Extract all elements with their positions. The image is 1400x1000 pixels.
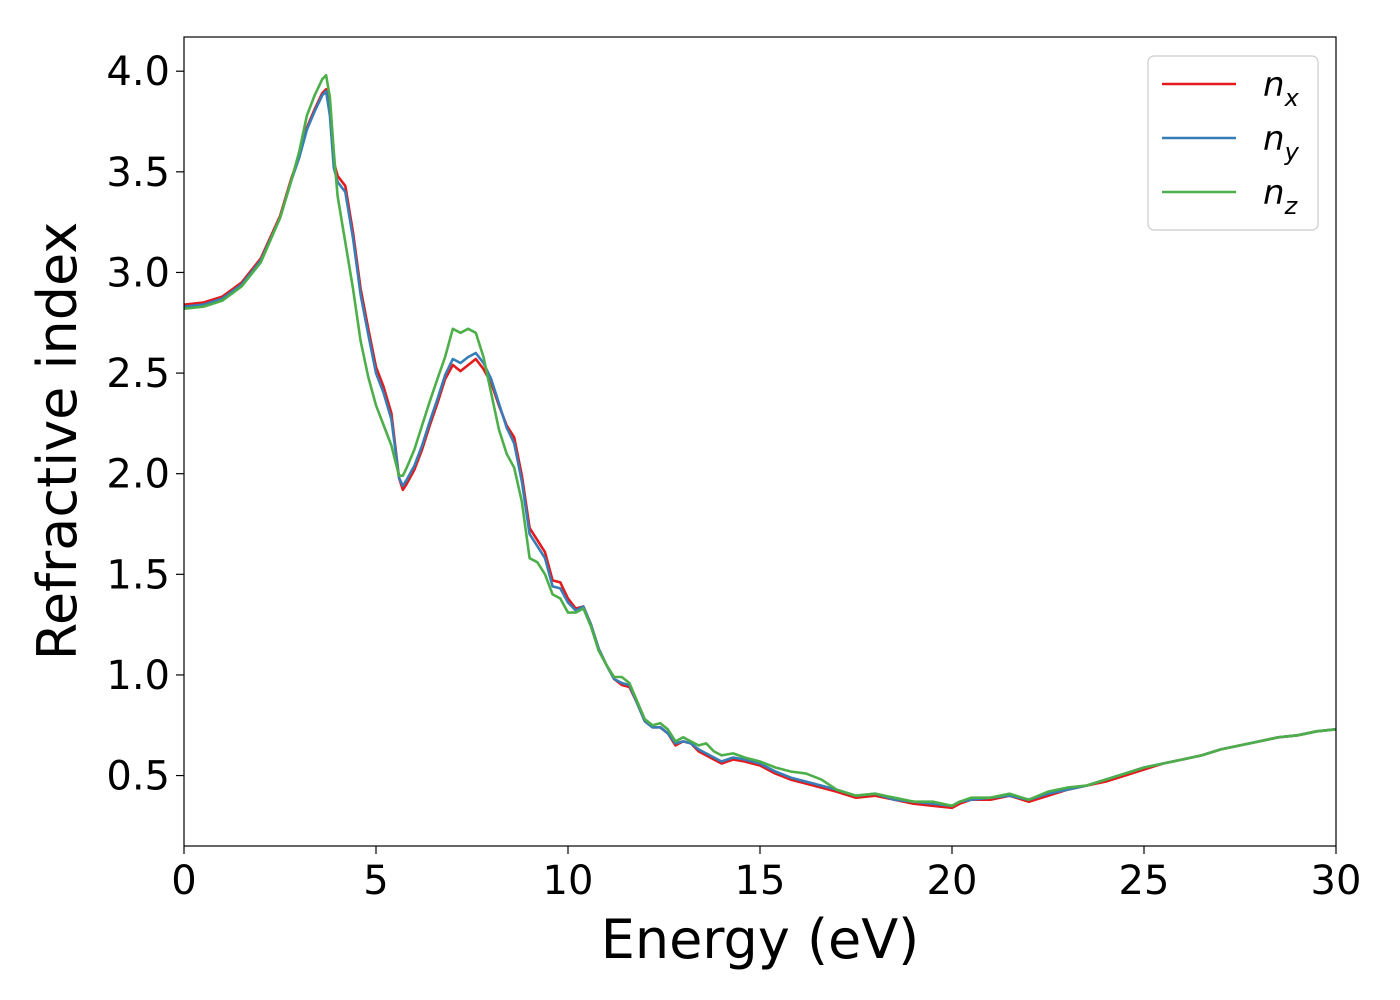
x-axis-title: Energy (eV) (601, 908, 920, 971)
y-tick-label: 1.0 (106, 653, 170, 699)
y-axis-ticks: 0.5 1.0 1.5 2.0 2.5 3.0 3.5 4.0 (106, 49, 184, 800)
legend-label-y: ny (1263, 119, 1300, 166)
x-axis-ticks: 0 5 10 15 20 25 30 (171, 846, 1361, 904)
series-line-z (184, 73, 1336, 808)
series-layer (184, 73, 1336, 810)
y-tick-label: 3.5 (106, 150, 170, 196)
x-tick-label: 20 (927, 858, 978, 904)
y-axis-title: Refractive index (26, 222, 89, 661)
x-tick-label: 15 (735, 858, 786, 904)
y-tick-label: 1.5 (106, 552, 170, 598)
y-tick-label: 4.0 (106, 49, 170, 95)
x-tick-label: 10 (543, 858, 594, 904)
y-tick-label: 0.5 (106, 754, 170, 800)
x-tick-label: 5 (363, 858, 388, 904)
legend: nx ny nz (1147, 55, 1319, 231)
x-tick-label: 25 (1119, 858, 1170, 904)
x-tick-label: 0 (171, 858, 196, 904)
y-tick-label: 2.5 (106, 351, 170, 397)
legend-box (1147, 55, 1319, 231)
legend-label-z: nz (1263, 173, 1299, 220)
x-tick-label: 30 (1311, 858, 1362, 904)
legend-label-x: nx (1263, 65, 1300, 112)
y-tick-label: 3.0 (106, 250, 170, 296)
y-tick-label: 2.0 (106, 452, 170, 498)
